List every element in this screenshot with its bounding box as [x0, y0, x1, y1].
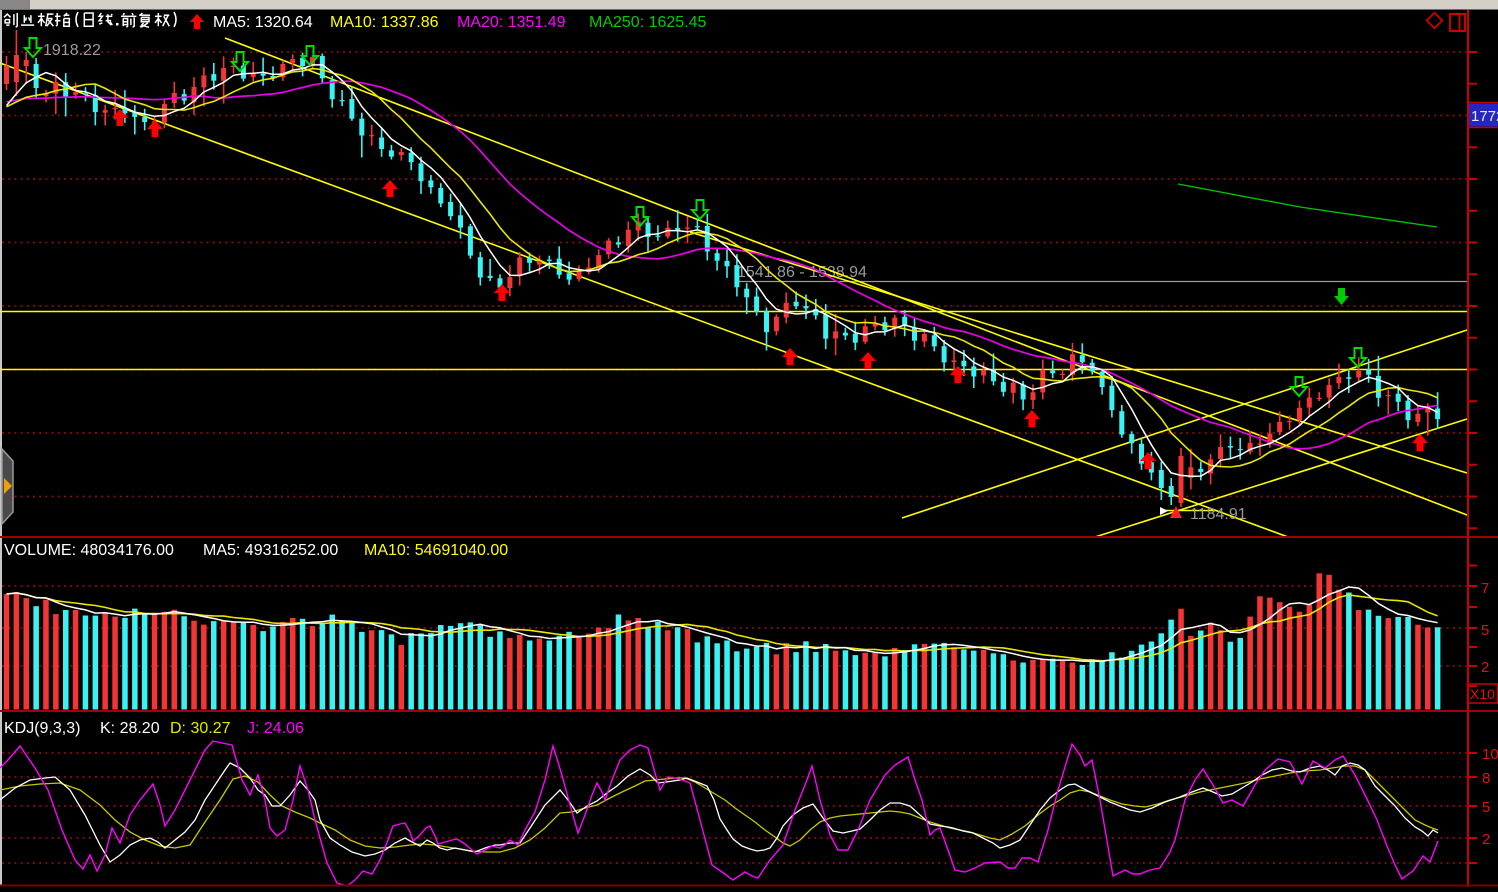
- svg-text:MA20: 1351.49: MA20: 1351.49: [457, 14, 566, 31]
- svg-text:MA5: 1320.64: MA5: 1320.64: [213, 14, 313, 31]
- svg-text:KDJ(9,3,3): KDJ(9,3,3): [4, 720, 80, 737]
- svg-text:2: 2: [1482, 831, 1490, 848]
- svg-text:MA10: 54691040.00: MA10: 54691040.00: [364, 542, 508, 559]
- svg-text:10: 10: [1482, 746, 1498, 763]
- svg-text:1184.91: 1184.91: [1190, 506, 1247, 523]
- svg-text:2: 2: [1481, 659, 1489, 676]
- svg-text:J: 24.06: J: 24.06: [247, 720, 304, 737]
- svg-text:8: 8: [1482, 770, 1490, 787]
- svg-text:D: 30.27: D: 30.27: [170, 720, 231, 737]
- svg-text:1772: 1772: [1471, 108, 1498, 125]
- svg-text:MA10: 1337.86: MA10: 1337.86: [330, 14, 439, 31]
- svg-text:MA250: 1625.45: MA250: 1625.45: [589, 14, 707, 31]
- svg-text:1918.22: 1918.22: [43, 42, 101, 59]
- svg-text:VOLUME: 48034176.00: VOLUME: 48034176.00: [4, 542, 174, 559]
- svg-text:7: 7: [1481, 580, 1489, 597]
- svg-text:5: 5: [1481, 622, 1489, 639]
- svg-text:5: 5: [1482, 799, 1490, 816]
- svg-text:MA5: 49316252.00: MA5: 49316252.00: [203, 542, 338, 559]
- svg-text:K: 28.20: K: 28.20: [100, 720, 160, 737]
- svg-text:X10: X10: [1470, 686, 1495, 702]
